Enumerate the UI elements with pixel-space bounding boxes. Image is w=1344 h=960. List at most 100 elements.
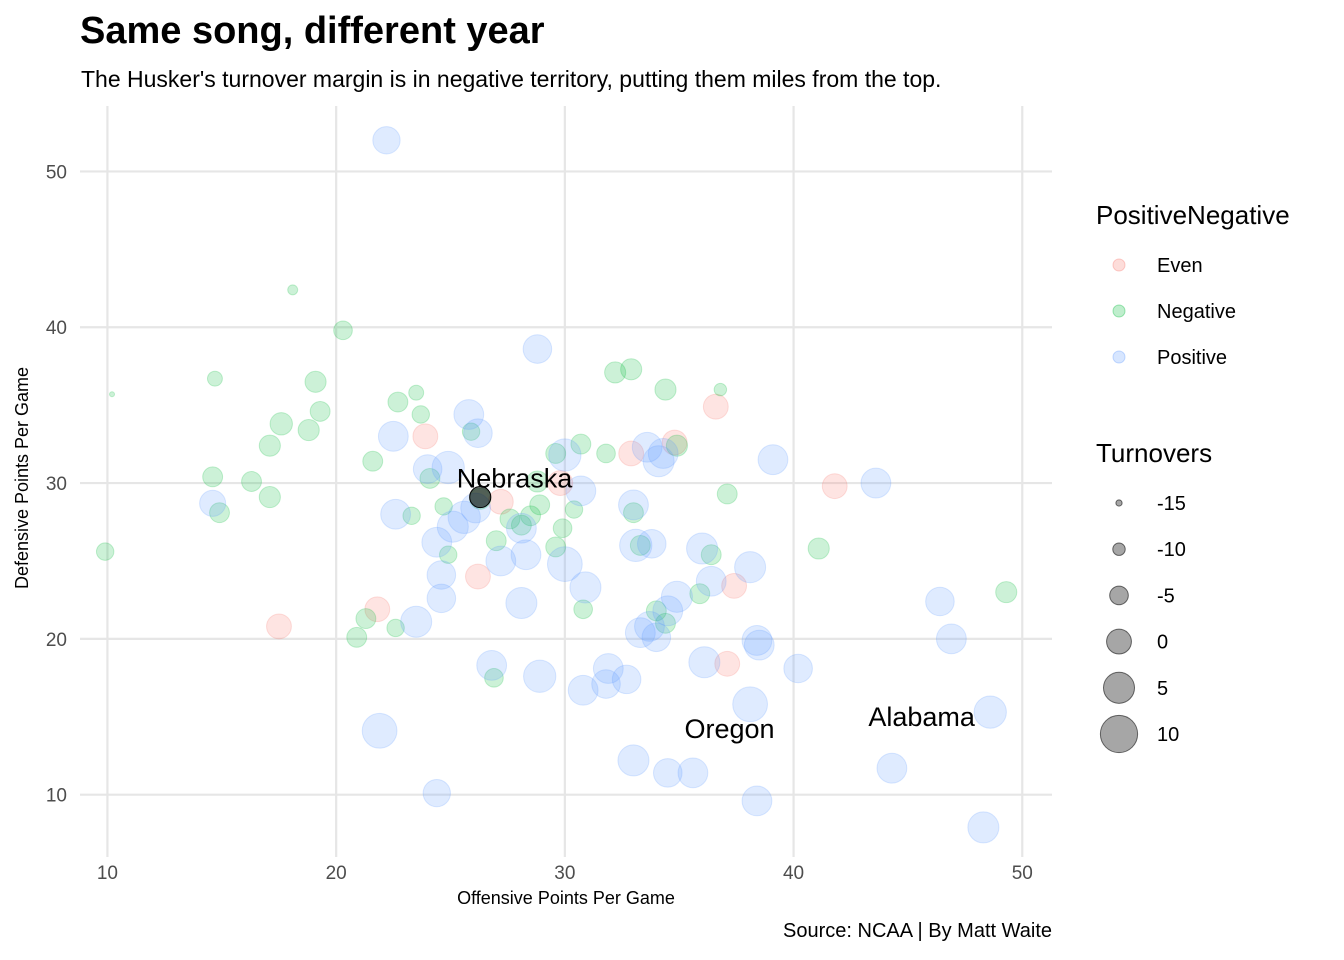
color-legend-label-positive: Positive: [1157, 347, 1227, 369]
point-negative-19: [402, 506, 421, 525]
point-positive-54: [757, 444, 789, 476]
point-negative-35: [545, 536, 567, 558]
chart-subtitle: The Husker's turnover margin is in negat…: [81, 66, 942, 92]
point-positive-19: [505, 587, 538, 620]
size-legend-key-1: [1112, 542, 1126, 556]
point-negative-38: [570, 433, 592, 455]
point-negative-22: [419, 467, 441, 489]
point-negative-30: [510, 514, 532, 536]
point-positive-10: [426, 560, 457, 590]
point-negative-17: [386, 618, 405, 638]
point-negative-51: [713, 382, 728, 397]
data-points: [95, 126, 1018, 844]
point-positive-61: [973, 695, 1007, 729]
point-even-8: [714, 650, 741, 677]
point-even-3: [465, 563, 491, 590]
point-positive-4: [380, 498, 412, 530]
point-positive-42: [652, 758, 683, 788]
point-positive-27: [567, 674, 599, 706]
point-negative-15: [355, 608, 377, 630]
point-positive-1: [361, 712, 398, 749]
point-negative-45: [645, 600, 667, 622]
x-axis-title: Offensive Points Per Game: [457, 888, 675, 908]
point-positive-6: [412, 454, 443, 484]
point-negative-34: [545, 443, 567, 464]
x-tick-label-2: 30: [554, 863, 575, 884]
point-negative-33: [529, 494, 551, 516]
point-even-9: [721, 572, 748, 599]
point-positive-13: [447, 500, 481, 534]
point-negative-25: [461, 422, 481, 441]
point-negative-9: [287, 284, 299, 296]
size-legend-label-0: -15: [1157, 493, 1186, 515]
point-negative-42: [620, 358, 643, 381]
point-positive-59: [935, 623, 967, 655]
annotation-nebraska: Nebraska: [457, 463, 574, 493]
point-negative-27: [484, 667, 504, 688]
size-legend-label-1: -10: [1157, 539, 1186, 561]
point-positive-60: [967, 811, 1000, 844]
size-legend-label-4: 5: [1157, 678, 1168, 700]
size-legend-key-3: [1106, 628, 1132, 655]
point-positive-56: [860, 467, 892, 499]
point-positive-49: [734, 551, 767, 584]
legend: PositiveNegative Even Negative Positive Turn…: [1096, 200, 1290, 754]
point-negative-49: [689, 583, 711, 605]
point-negative-5: [241, 471, 262, 492]
point-negative-8: [269, 412, 293, 436]
chart-title: Same song, different year: [80, 10, 545, 52]
point-positive-44: [660, 580, 693, 613]
point-negative-46: [655, 612, 676, 634]
point-positive-29: [591, 669, 621, 699]
size-legend-label-3: 0: [1157, 632, 1168, 654]
grid-lines: [80, 106, 1052, 857]
color-legend-key-negative: [1112, 304, 1126, 318]
point-negative-1: [109, 391, 116, 398]
point-positive-34: [619, 528, 653, 563]
point-negative-4: [209, 502, 230, 524]
size-legend-key-4: [1102, 671, 1136, 704]
point-negative-43: [623, 502, 644, 524]
point-positive-21: [510, 539, 542, 571]
point-positive-50: [732, 686, 768, 723]
point-even-5: [618, 440, 645, 467]
size-legend-title: Turnovers: [1096, 438, 1212, 468]
point-negative-53: [807, 537, 830, 560]
point-even-7: [702, 393, 729, 420]
y-tick-label-3: 40: [46, 318, 67, 339]
point-even-2: [412, 423, 439, 450]
y-tick-label-1: 20: [46, 630, 67, 651]
point-negative-50: [700, 544, 722, 566]
point-negative-52: [716, 483, 738, 505]
point-negative-23: [434, 497, 453, 516]
point-positive-8: [421, 526, 453, 558]
point-negative-36: [552, 518, 573, 539]
point-positive-58: [925, 586, 955, 617]
point-positive-17: [476, 649, 508, 681]
point-negative-6: [258, 434, 281, 457]
point-negative-16: [362, 450, 384, 472]
point-negative-37: [564, 500, 584, 519]
point-negative-21: [411, 405, 430, 424]
point-negative-28: [485, 530, 507, 552]
point-nebraska: [469, 486, 492, 509]
color-legend-title: PositiveNegative: [1096, 200, 1290, 230]
point-positive-38: [636, 529, 667, 559]
point-positive-51: [741, 785, 773, 817]
y-tick-label-0: 10: [46, 786, 67, 807]
point-positive-23: [523, 659, 557, 693]
point-negative-44: [629, 534, 651, 556]
point-negative-20: [408, 384, 425, 401]
point-positive-31: [611, 664, 642, 695]
annotations: Nebraska Oregon Alabama: [457, 463, 976, 744]
x-tick-label-4: 50: [1012, 863, 1033, 884]
point-negative-39: [573, 599, 593, 620]
y-tick-label-4: 50: [46, 162, 67, 183]
point-positive-12: [436, 510, 469, 543]
point-negative-24: [439, 545, 458, 564]
point-positive-14: [453, 399, 485, 430]
point-positive-22: [522, 334, 553, 364]
point-positive-0: [199, 489, 227, 517]
point-positive-35: [624, 617, 656, 649]
